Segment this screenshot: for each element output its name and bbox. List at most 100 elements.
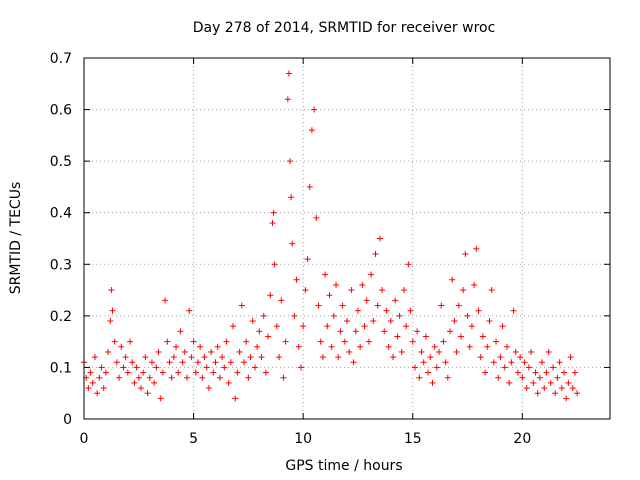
data-point	[554, 374, 561, 381]
data-point	[462, 250, 469, 257]
data-point	[181, 348, 188, 355]
data-point	[359, 281, 366, 288]
data-point	[514, 369, 521, 376]
data-point	[416, 374, 423, 381]
data-point	[304, 256, 311, 263]
data-point	[118, 343, 125, 350]
data-point	[131, 379, 138, 386]
data-point	[186, 307, 193, 314]
data-point	[411, 364, 418, 371]
data-point	[122, 354, 129, 361]
data-point	[319, 354, 326, 361]
data-point	[203, 364, 210, 371]
data-point	[341, 338, 348, 345]
data-point	[280, 374, 287, 381]
data-point	[247, 354, 254, 361]
data-point	[449, 276, 456, 283]
data-point	[109, 307, 116, 314]
data-point	[302, 287, 309, 294]
data-point	[236, 348, 243, 355]
data-point	[344, 318, 350, 325]
data-point	[536, 374, 543, 381]
data-point	[517, 354, 524, 361]
data-point	[89, 379, 96, 386]
data-point	[348, 287, 355, 294]
data-point	[212, 359, 219, 366]
data-point	[188, 354, 195, 361]
data-point	[558, 385, 565, 392]
data-point	[184, 374, 191, 381]
data-point	[471, 281, 478, 288]
data-point	[144, 390, 151, 397]
data-point	[113, 359, 120, 366]
data-point	[379, 287, 386, 294]
data-point	[405, 261, 412, 268]
data-point	[328, 343, 335, 350]
data-point	[560, 369, 567, 376]
data-point	[571, 369, 578, 376]
data-point	[519, 374, 526, 381]
data-point	[335, 354, 342, 361]
data-point	[116, 374, 123, 381]
data-point	[243, 338, 250, 345]
data-point	[315, 302, 322, 309]
data-point	[326, 292, 333, 299]
data-point	[194, 359, 201, 366]
data-point	[102, 369, 109, 376]
x-tick-label: 5	[189, 431, 198, 447]
data-point	[532, 369, 539, 376]
data-point	[503, 343, 510, 350]
data-point	[499, 323, 506, 330]
data-point	[567, 354, 574, 361]
x-tick-label: 20	[513, 431, 531, 447]
data-point	[464, 312, 471, 319]
data-point	[394, 333, 401, 340]
data-point	[232, 395, 239, 402]
data-point	[365, 338, 372, 345]
data-point	[330, 312, 337, 319]
data-point	[311, 106, 318, 113]
data-point	[91, 354, 98, 361]
data-point	[205, 385, 212, 392]
data-point	[146, 374, 153, 381]
data-point	[214, 343, 221, 350]
data-point	[221, 364, 228, 371]
data-point	[127, 338, 134, 345]
data-point	[258, 354, 265, 361]
data-point	[357, 343, 364, 350]
data-point	[368, 271, 375, 278]
data-point	[361, 323, 368, 330]
data-point	[129, 359, 136, 366]
data-point	[460, 287, 467, 294]
y-tick-label: 0	[63, 412, 72, 428]
data-point	[396, 312, 403, 319]
data-point	[245, 374, 252, 381]
data-point	[473, 245, 480, 252]
data-point	[385, 343, 392, 350]
data-point	[322, 271, 329, 278]
data-point	[234, 369, 241, 376]
data-point	[541, 385, 548, 392]
data-point	[87, 369, 94, 376]
data-point	[479, 333, 486, 340]
data-point	[354, 307, 361, 314]
data-point	[350, 359, 357, 366]
data-point	[238, 302, 245, 309]
data-point	[556, 359, 563, 366]
data-point	[451, 318, 458, 325]
data-point	[431, 343, 438, 350]
data-point	[447, 328, 454, 335]
data-point	[477, 354, 484, 361]
data-points	[81, 70, 581, 402]
data-point	[225, 379, 232, 386]
data-point	[565, 379, 572, 386]
data-point	[453, 348, 460, 355]
data-point	[333, 281, 340, 288]
chart-title: Day 278 of 2014, SRMTID for receiver wro…	[193, 20, 496, 36]
x-tick-label: 10	[294, 431, 312, 447]
data-point	[510, 307, 517, 314]
data-point	[288, 194, 295, 201]
data-point	[574, 390, 581, 397]
data-point	[414, 328, 421, 335]
